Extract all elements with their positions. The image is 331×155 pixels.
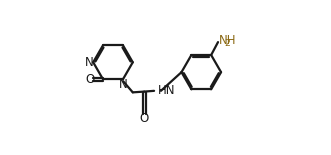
Text: 2: 2 bbox=[224, 39, 230, 48]
Text: O: O bbox=[140, 113, 149, 126]
Text: N: N bbox=[119, 78, 127, 91]
Text: N: N bbox=[85, 56, 94, 69]
Text: HN: HN bbox=[158, 84, 175, 97]
Text: O: O bbox=[85, 73, 95, 86]
Text: NH: NH bbox=[219, 34, 236, 47]
